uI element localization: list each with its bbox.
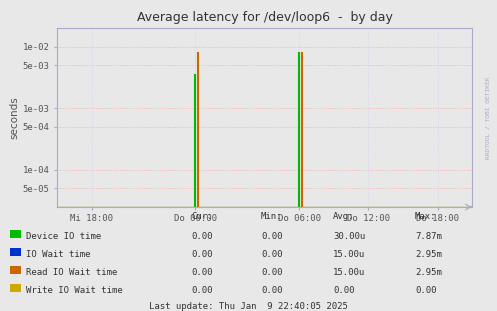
Text: 0.00: 0.00 <box>261 286 282 295</box>
Text: Avg:: Avg: <box>333 212 354 221</box>
Text: Cur:: Cur: <box>191 212 213 221</box>
Text: Write IO Wait time: Write IO Wait time <box>26 286 123 295</box>
Text: Last update: Thu Jan  9 22:40:05 2025: Last update: Thu Jan 9 22:40:05 2025 <box>149 302 348 311</box>
Text: Min:: Min: <box>261 212 282 221</box>
Text: 0.00: 0.00 <box>261 250 282 258</box>
Title: Average latency for /dev/loop6  -  by day: Average latency for /dev/loop6 - by day <box>137 11 393 24</box>
Text: 0.00: 0.00 <box>191 250 213 258</box>
Text: 30.00u: 30.00u <box>333 232 365 240</box>
Text: 7.87m: 7.87m <box>415 232 442 240</box>
Text: 2.95m: 2.95m <box>415 268 442 276</box>
Text: RRDTOOL / TOBI OETIKER: RRDTOOL / TOBI OETIKER <box>486 77 491 160</box>
Text: 2.95m: 2.95m <box>415 250 442 258</box>
Text: 0.00: 0.00 <box>333 286 354 295</box>
Text: 0.00: 0.00 <box>261 268 282 276</box>
Text: 0.00: 0.00 <box>191 286 213 295</box>
Text: 0.00: 0.00 <box>191 268 213 276</box>
Text: 0.00: 0.00 <box>261 232 282 240</box>
Y-axis label: seconds: seconds <box>10 96 20 139</box>
Text: 15.00u: 15.00u <box>333 268 365 276</box>
Text: Max:: Max: <box>415 212 436 221</box>
Text: Read IO Wait time: Read IO Wait time <box>26 268 117 276</box>
Text: IO Wait time: IO Wait time <box>26 250 90 258</box>
Text: 0.00: 0.00 <box>415 286 436 295</box>
Text: 0.00: 0.00 <box>191 232 213 240</box>
Text: Device IO time: Device IO time <box>26 232 101 240</box>
Text: 15.00u: 15.00u <box>333 250 365 258</box>
